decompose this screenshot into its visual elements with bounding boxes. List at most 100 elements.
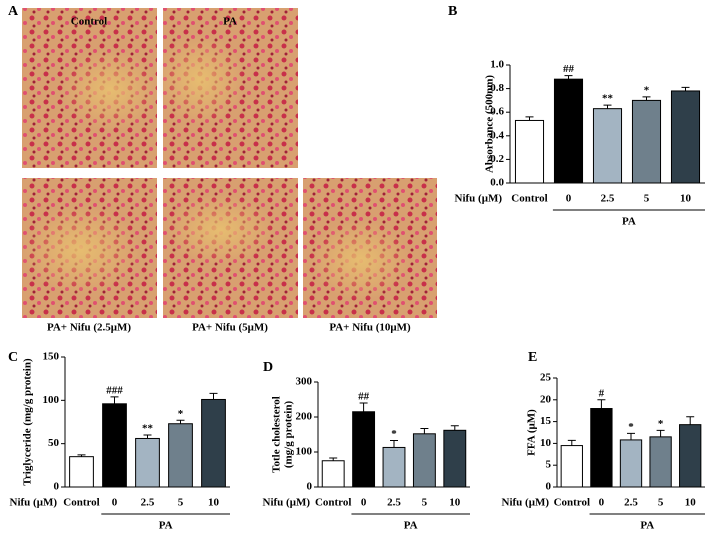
image-label: PA: [223, 16, 237, 28]
significance: *: [658, 418, 664, 430]
y-tick-label: 15: [540, 415, 552, 427]
x-tick-label: Control: [511, 193, 547, 205]
x-prefix-label: Nifu (μM): [10, 497, 58, 509]
bar: [553, 78, 584, 184]
error-bar: [359, 402, 368, 412]
x-prefix-label: Nifu (μM): [502, 497, 550, 509]
x-tick-label: 10: [208, 497, 220, 509]
micrographs: [20, 8, 437, 318]
x-tick-label: Control: [554, 497, 590, 509]
y-tick-label: 50: [48, 437, 60, 449]
significance: ###: [106, 384, 123, 396]
group-label: PA: [159, 520, 173, 532]
y-tick-label: 20: [540, 393, 552, 405]
bar: [631, 99, 662, 184]
x-tick-label: 0: [112, 497, 118, 509]
error-bar: [420, 428, 429, 434]
error-bar: [110, 396, 119, 404]
image-label: PA+ Nifu (2.5μM): [47, 322, 131, 334]
error-bar: [525, 116, 534, 121]
significance: *: [391, 428, 397, 440]
x-tick-label: 0: [361, 497, 367, 509]
error-bar: [686, 416, 695, 425]
panel-letter: A: [8, 4, 19, 19]
error-bar: [597, 399, 606, 409]
panel-letter: E: [528, 350, 537, 365]
y-axis-label: (mg/g protein): [283, 401, 295, 469]
bar: [443, 429, 467, 488]
y-tick-label: 10: [540, 437, 552, 449]
y-tick-label: 5: [546, 459, 552, 471]
x-tick-label: 5: [422, 497, 428, 509]
image-label: Control: [71, 16, 107, 28]
group-label: PA: [404, 520, 418, 532]
x-tick-label: 10: [680, 193, 692, 205]
panel-letter: C: [8, 350, 18, 365]
significance: #: [599, 387, 605, 399]
significance: *: [628, 421, 634, 433]
x-prefix-label: Nifu (μM): [455, 193, 503, 205]
error-bar: [450, 425, 459, 431]
y-tick-label: 0: [546, 481, 552, 493]
significance: *: [644, 84, 650, 96]
error-bar: [209, 392, 218, 400]
bar: [168, 423, 193, 488]
error-bar: [329, 457, 338, 461]
y-tick-label: 0: [307, 481, 313, 493]
bar: [382, 446, 406, 488]
x-tick-label: 2.5: [601, 193, 615, 205]
y-axis-label: Totle cholesterol: [271, 396, 283, 473]
y-tick-label: 0.6: [490, 106, 504, 118]
y-tick-label: 150: [43, 351, 60, 363]
bar: [412, 433, 436, 488]
error-bar: [390, 439, 398, 448]
bar: [619, 439, 643, 488]
bar: [201, 398, 226, 488]
bar: [649, 436, 672, 488]
y-tick-label: 0.4: [490, 129, 504, 141]
error-bar: [603, 104, 612, 109]
panel-letter: D: [263, 360, 273, 375]
y-tick-label: 0: [54, 481, 60, 493]
error-bar: [176, 419, 185, 424]
bar: [321, 460, 345, 488]
x-tick-label: 0: [599, 497, 605, 509]
panel-letter: B: [448, 4, 457, 19]
x-tick-label: Control: [315, 497, 351, 509]
y-axis-label: Absorbance (500nm): [484, 75, 496, 173]
bar: [679, 424, 702, 488]
x-tick-label: 5: [658, 497, 664, 509]
y-tick-label: 0.2: [490, 153, 504, 165]
error-bar: [77, 454, 86, 457]
bar: [590, 408, 613, 488]
y-tick-label: 200: [296, 411, 313, 423]
error-bar: [627, 432, 635, 440]
significance: *: [178, 408, 184, 420]
x-prefix-label: Nifu (μM): [263, 497, 311, 509]
significance: **: [602, 93, 614, 105]
y-tick-label: 300: [296, 376, 313, 388]
bar: [69, 456, 94, 488]
y-tick-label: 1.0: [490, 59, 504, 71]
bar: [352, 411, 376, 488]
x-tick-label: 5: [644, 193, 650, 205]
error-bar: [681, 86, 690, 91]
significance: ##: [563, 63, 575, 75]
image-label: PA+ Nifu (10μM): [329, 322, 411, 334]
x-tick-label: 5: [178, 497, 184, 509]
error-bar: [567, 439, 576, 446]
bar: [514, 119, 545, 184]
bar: [592, 108, 623, 184]
group-label: PA: [640, 520, 654, 532]
x-tick-label: 2.5: [141, 497, 155, 509]
x-tick-label: 0: [566, 193, 572, 205]
error-bar: [564, 75, 573, 80]
bar: [670, 90, 701, 184]
x-tick-label: 10: [449, 497, 461, 509]
image-label: PA+ Nifu (5μM): [192, 322, 268, 334]
bar: [135, 437, 160, 488]
x-tick-label: 10: [685, 497, 697, 509]
y-axis-label: FFA (μM): [526, 409, 538, 456]
